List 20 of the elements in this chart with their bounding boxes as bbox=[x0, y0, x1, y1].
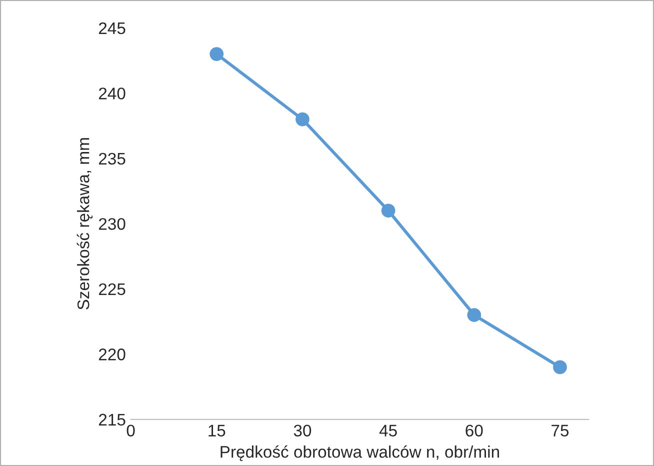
point bbox=[381, 204, 396, 218]
x-tick-label: 15 bbox=[208, 424, 226, 437]
y-tick-label: 215 bbox=[98, 414, 126, 426]
y-tick-label: 240 bbox=[98, 88, 126, 100]
y-tick-label: 225 bbox=[98, 283, 126, 296]
y-tick-label: 235 bbox=[98, 152, 126, 165]
x-tick-label: 30 bbox=[294, 424, 312, 437]
x-tick-label: 45 bbox=[379, 424, 397, 437]
y-tick-label: 230 bbox=[98, 218, 126, 230]
point bbox=[553, 360, 567, 374]
point bbox=[296, 112, 310, 126]
point bbox=[467, 308, 482, 322]
y-tick-label: 220 bbox=[98, 348, 126, 360]
point bbox=[210, 47, 224, 61]
y-axis-title: Szerokość rękawa, mm bbox=[76, 138, 93, 310]
x-tick-label: 0 bbox=[126, 424, 135, 437]
x-axis-title: Prędkość obrotowa walców n, obr/min bbox=[220, 445, 499, 462]
x-tick-label: 75 bbox=[552, 424, 569, 437]
x-tick-label: 60 bbox=[466, 424, 483, 437]
y-tick-label: 245 bbox=[98, 22, 126, 34]
